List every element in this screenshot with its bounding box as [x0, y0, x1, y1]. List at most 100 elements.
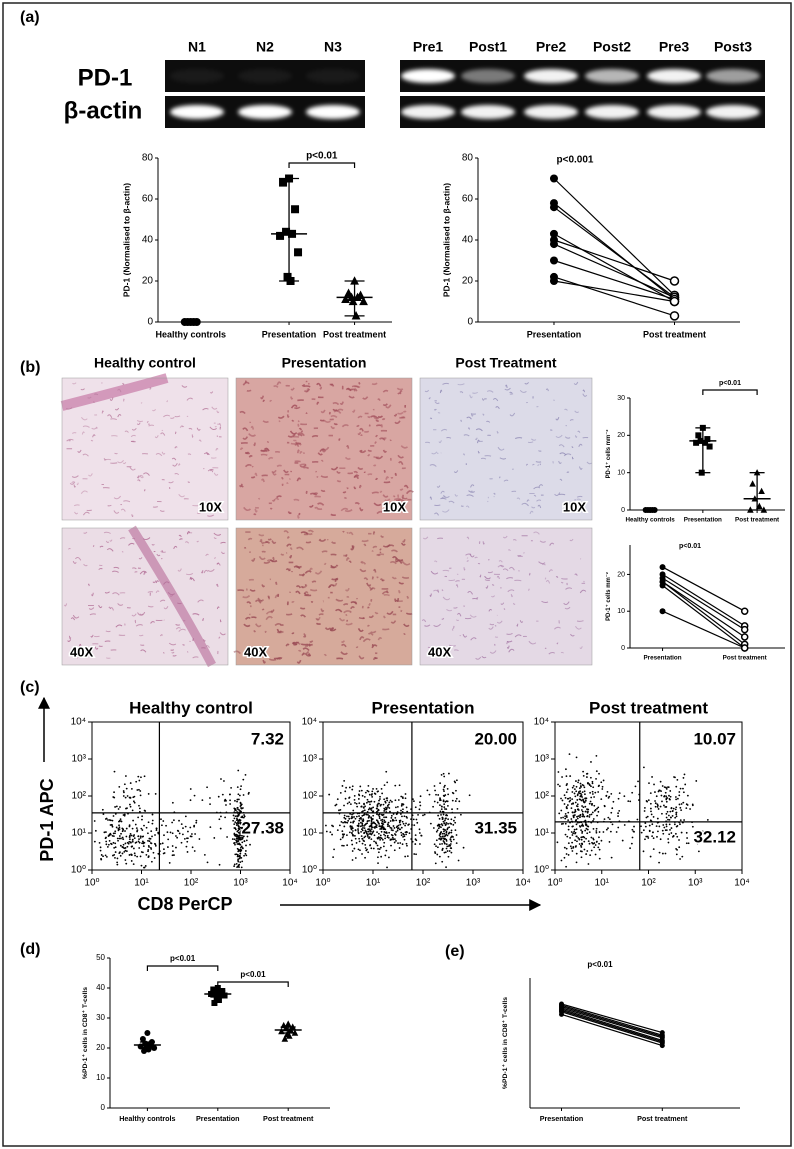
panel-label: (c)	[20, 679, 40, 696]
event-dot	[644, 810, 646, 812]
event-dot	[243, 814, 245, 816]
event-dot	[674, 817, 676, 819]
y-tick-label: 80	[142, 153, 154, 164]
event-dot	[402, 843, 404, 845]
tissue-texture	[276, 582, 277, 584]
event-dot	[432, 806, 434, 808]
event-dot	[236, 824, 238, 826]
event-dot	[376, 824, 378, 826]
tissue-texture	[277, 632, 283, 633]
event-dot	[436, 854, 438, 856]
event-dot	[686, 832, 688, 834]
event-dot	[367, 831, 369, 833]
event-dot	[571, 847, 573, 849]
event-dot	[152, 820, 154, 822]
event-dot	[401, 834, 403, 836]
event-dot	[178, 820, 180, 822]
event-dot	[365, 847, 367, 849]
event-dot	[143, 845, 145, 847]
event-dot	[379, 798, 381, 800]
event-dot	[457, 808, 459, 810]
tissue-texture	[337, 480, 340, 481]
event-dot	[449, 823, 451, 825]
event-dot	[392, 837, 394, 839]
event-dot	[137, 836, 139, 838]
y-tick-label: 10⁰	[534, 865, 549, 876]
event-dot	[351, 826, 353, 828]
event-dot	[103, 831, 105, 833]
event-dot	[238, 825, 240, 827]
event-dot	[645, 826, 647, 828]
event-dot	[359, 849, 361, 851]
event-dot	[601, 788, 603, 790]
event-dot	[328, 794, 330, 796]
event-dot	[386, 781, 388, 783]
event-dot	[562, 817, 564, 819]
event-dot	[413, 800, 415, 802]
gel-band	[306, 69, 360, 83]
event-dot	[653, 816, 655, 818]
y-tick-label: 80	[462, 153, 474, 164]
event-dot	[368, 820, 370, 822]
event-dot	[574, 829, 576, 831]
event-dot	[371, 796, 373, 798]
event-dot	[134, 852, 136, 854]
event-dot	[682, 788, 684, 790]
event-dot	[116, 861, 118, 863]
magnification-label: 10X	[383, 499, 406, 514]
event-dot	[566, 807, 568, 809]
event-dot	[595, 778, 597, 780]
event-dot	[627, 800, 629, 802]
event-dot	[100, 846, 102, 848]
event-dot	[442, 833, 444, 835]
event-dot	[456, 779, 458, 781]
event-dot	[144, 867, 146, 869]
event-dot	[650, 803, 652, 805]
tissue-texture	[261, 454, 267, 455]
annotation: p<0.001	[557, 155, 594, 166]
x-tick-label: Post treatment	[263, 1114, 314, 1123]
event-dot	[587, 829, 589, 831]
event-dot	[579, 825, 581, 827]
event-dot	[675, 786, 677, 788]
event-dot	[236, 866, 238, 868]
event-dot	[175, 835, 177, 837]
event-dot	[434, 790, 436, 792]
event-dot	[145, 854, 147, 856]
event-dot	[585, 820, 587, 822]
event-dot	[657, 806, 659, 808]
tissue-texture	[384, 595, 390, 596]
event-dot	[668, 842, 670, 844]
event-dot	[584, 830, 586, 832]
event-dot	[558, 813, 560, 815]
event-dot	[218, 818, 220, 820]
event-dot	[378, 851, 380, 853]
event-dot	[686, 842, 688, 844]
tissue-texture	[399, 590, 400, 592]
event-dot	[578, 839, 580, 841]
event-dot	[244, 853, 246, 855]
event-dot	[707, 819, 709, 821]
event-dot	[207, 861, 209, 863]
tissue-texture	[269, 659, 276, 660]
gel-band	[401, 105, 455, 119]
event-dot	[136, 856, 138, 858]
event-dot	[678, 846, 680, 848]
event-dot	[446, 815, 448, 817]
data-point	[707, 444, 713, 450]
event-dot	[669, 829, 671, 831]
event-dot	[347, 820, 349, 822]
event-dot	[123, 795, 125, 797]
event-dot	[103, 813, 105, 815]
event-dot	[665, 792, 667, 794]
y-tick-label: 10²	[303, 791, 318, 802]
event-dot	[404, 835, 406, 837]
event-dot	[367, 851, 369, 853]
event-dot	[143, 825, 145, 827]
event-dot	[351, 832, 353, 834]
event-dot	[155, 793, 157, 795]
panel-label: (b)	[20, 359, 40, 376]
event-dot	[447, 835, 449, 837]
event-dot	[592, 791, 594, 793]
event-dot	[565, 834, 567, 836]
